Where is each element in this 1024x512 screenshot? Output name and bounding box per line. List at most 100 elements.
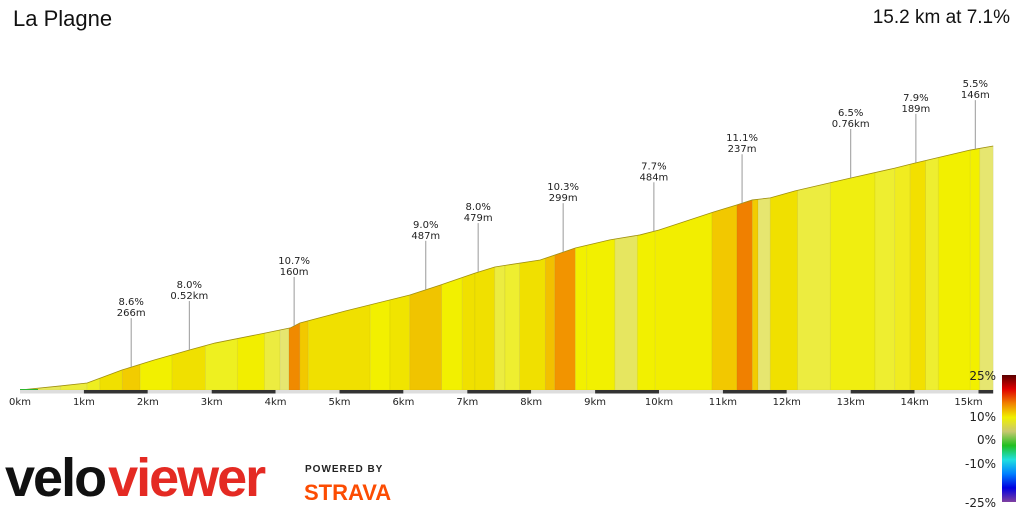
profile-segment[interactable]	[264, 329, 281, 391]
profile-segment[interactable]	[874, 167, 896, 391]
annotation-grade: 10.7%	[278, 256, 310, 267]
profile-segment[interactable]	[909, 160, 926, 391]
annotation-length: 237m	[728, 144, 757, 155]
profile-segment[interactable]	[461, 272, 476, 391]
logo-viewer: viewer	[108, 448, 266, 508]
profile-segment[interactable]	[797, 182, 831, 391]
x-tick-label: 8km	[520, 397, 542, 408]
annotation-grade: 6.5%	[838, 108, 863, 119]
annotation-grade: 5.5%	[963, 79, 988, 90]
annotation-grade: 8.6%	[118, 297, 143, 308]
x-tick-label: 4km	[265, 397, 287, 408]
profile-segment[interactable]	[751, 198, 759, 391]
profile-segment[interactable]	[86, 377, 101, 391]
profile-segment[interactable]	[574, 244, 588, 391]
profile-segment[interactable]	[586, 238, 616, 391]
x-tick-label: 10km	[645, 397, 673, 408]
km-band	[147, 390, 212, 394]
annotation-length: 146m	[961, 90, 990, 101]
profile-segment[interactable]	[636, 230, 656, 391]
profile-segment[interactable]	[59, 382, 88, 391]
km-band	[722, 390, 787, 394]
x-tick-label: 1km	[73, 397, 95, 408]
km-band	[595, 390, 659, 394]
x-tick-label: 9km	[584, 397, 606, 408]
km-band	[339, 390, 404, 394]
legend-label: -10%	[965, 457, 996, 471]
powered-by-label: POWERED BY	[305, 464, 384, 475]
profile-segment[interactable]	[369, 299, 391, 391]
x-tick-label: 3km	[201, 397, 223, 408]
profile-segment[interactable]	[307, 304, 371, 391]
annotation-grade: 8.0%	[465, 202, 490, 213]
km-band	[786, 390, 851, 394]
profile-segment[interactable]	[139, 354, 173, 391]
km-band	[914, 390, 979, 394]
profile-segment[interactable]	[99, 369, 123, 391]
annotation-grade: 10.3%	[547, 182, 579, 193]
profile-segment[interactable]	[389, 294, 411, 391]
profile-segment[interactable]	[409, 284, 443, 391]
profile-segment[interactable]	[654, 212, 713, 391]
profile-segment[interactable]	[171, 345, 206, 391]
profile-segment[interactable]	[937, 149, 971, 391]
x-tick-label: 2km	[137, 397, 159, 408]
x-tick-label: 0km	[9, 397, 31, 408]
km-band	[403, 390, 468, 394]
climb-summary: 15.2 km at 7.1%	[872, 7, 1010, 28]
profile-segment[interactable]	[925, 157, 939, 391]
profile-segment[interactable]	[614, 234, 638, 391]
profile-segment[interactable]	[205, 338, 238, 391]
logo-velo: velo	[5, 448, 107, 508]
profile-segment[interactable]	[494, 265, 506, 391]
annotation-length: 266m	[117, 308, 146, 319]
x-tick-label: 13km	[837, 397, 865, 408]
profile-segment[interactable]	[736, 199, 753, 391]
gradient-legend-bar	[1002, 375, 1016, 502]
profile-segment[interactable]	[544, 254, 556, 391]
x-tick-label: 14km	[900, 397, 928, 408]
profile-segment[interactable]	[288, 322, 301, 391]
profile-segment[interactable]	[441, 277, 463, 391]
profile-segment[interactable]	[279, 327, 290, 391]
x-tick-label: 5km	[329, 397, 351, 408]
profile-segment[interactable]	[236, 332, 266, 391]
profile-segment[interactable]	[474, 266, 496, 391]
km-band	[20, 390, 84, 394]
profile-segment[interactable]	[829, 172, 876, 391]
profile-segment[interactable]	[969, 147, 981, 391]
strava-logo[interactable]: STRAVA	[304, 480, 392, 505]
legend-label: 25%	[969, 369, 996, 383]
annotation-grade: 7.9%	[903, 93, 928, 104]
annotation-grade: 7.7%	[641, 161, 666, 172]
annotation-length: 160m	[280, 267, 309, 278]
km-band	[211, 390, 276, 394]
x-tick-label: 15km	[954, 397, 982, 408]
profile-segment[interactable]	[979, 145, 994, 391]
x-tick-label: 12km	[773, 397, 801, 408]
profile-segment[interactable]	[299, 320, 309, 391]
profile-segment[interactable]	[554, 247, 576, 391]
profile-segment[interactable]	[711, 204, 738, 391]
veloviewer-logo[interactable]: veloviewer	[5, 448, 266, 508]
annotation-length: 299m	[549, 193, 578, 204]
x-tick-label: 7km	[456, 397, 478, 408]
annotation-grade: 9.0%	[413, 220, 438, 231]
profile-segment[interactable]	[757, 197, 771, 391]
x-tick-label: 6km	[392, 397, 414, 408]
km-band	[467, 390, 532, 394]
legend-label: -25%	[965, 496, 996, 510]
profile-segment[interactable]	[504, 262, 520, 391]
km-band	[275, 390, 340, 394]
profile-segment[interactable]	[894, 163, 911, 391]
annotation-length: 0.76km	[832, 119, 870, 130]
x-tick-label: 11km	[709, 397, 737, 408]
annotation-grade: 11.1%	[726, 133, 758, 144]
profile-segment[interactable]	[121, 363, 141, 391]
profile-segment[interactable]	[769, 189, 798, 391]
annotation-length: 487m	[411, 231, 440, 242]
profile-segment[interactable]	[519, 257, 546, 391]
annotation-grade: 8.0%	[177, 280, 202, 291]
km-band	[531, 390, 596, 394]
km-band	[659, 390, 723, 394]
